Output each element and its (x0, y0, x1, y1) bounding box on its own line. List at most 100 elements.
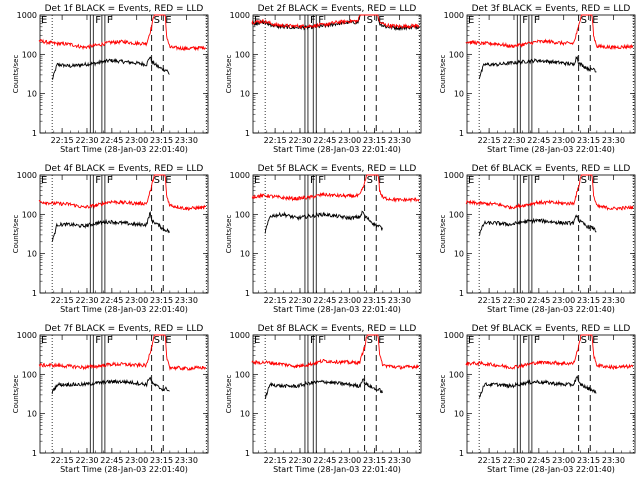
corner-marker-label: E (468, 175, 474, 186)
plot-frame (39, 14, 209, 134)
panel-title: Det 3f BLACK = Events, RED = LLD (472, 4, 631, 14)
x-tick-label: 23:30 (175, 136, 198, 145)
y-tick-label: 100 (22, 370, 37, 379)
events-series-line (478, 55, 597, 80)
events-series-line (51, 56, 170, 80)
x-tick-label: 23:00 (552, 136, 575, 145)
y-tick-label: 100 (22, 50, 37, 59)
detector-panel-9: Det 9f BLACK = Events, RED = LLD 1 10 100 10… (439, 324, 636, 474)
y-axis-label: Counts/sec (439, 215, 447, 254)
x-tick-label: 23:30 (388, 456, 411, 465)
x-tick-label: 23:00 (125, 456, 148, 465)
flag-marker-label: F (318, 175, 324, 186)
flag-marker-label: F (522, 175, 528, 186)
y-axis-label: Counts/sec (225, 375, 233, 414)
y-tick-label: 100 (235, 370, 250, 379)
lld-series-line (465, 334, 634, 371)
x-tick-label: 23:30 (602, 296, 625, 305)
corner-marker-label: E (468, 335, 474, 346)
x-tick-label: 23:15 (363, 136, 386, 145)
y-tick-label: 1 (245, 289, 250, 298)
corner-marker-label: E (41, 15, 47, 26)
y-tick-label: 100 (235, 50, 250, 59)
x-tick-label: 22:15 (51, 296, 74, 305)
detector-panel-4: Det 4f BLACK = Events, RED = LLD 1 10 100 10… (12, 164, 209, 314)
x-tick-label: 23:00 (125, 296, 148, 305)
start-marker-label: S (154, 15, 160, 26)
lld-series-line (251, 14, 420, 30)
y-tick-label: 1 (459, 289, 464, 298)
detector-panel-8: Det 8f BLACK = Events, RED = LLD 1 10 100 10… (225, 324, 422, 474)
y-tick-label: 100 (449, 370, 464, 379)
x-tick-label: 22:45 (313, 136, 336, 145)
y-tick-label: 1 (245, 449, 250, 458)
start-marker-label: S (367, 175, 373, 186)
corner-marker-label: E (254, 175, 260, 186)
x-tick-label: 23:15 (150, 456, 173, 465)
lld-series-line (465, 174, 634, 211)
y-tick-label: 10 (27, 410, 37, 419)
x-tick-label: 23:30 (175, 456, 198, 465)
panel-title: Det 9f BLACK = Events, RED = LLD (472, 324, 631, 334)
detector-panel-2: Det 2f BLACK = Events, RED = LLD 1 10 100 10… (225, 4, 422, 154)
x-axis-label: Start Time (28-Jan-03 22:01:40) (273, 145, 401, 154)
x-tick-label: 23:00 (338, 136, 361, 145)
end-marker-label: E (165, 175, 171, 186)
x-tick-label: 23:30 (388, 136, 411, 145)
x-tick-label: 23:15 (577, 296, 600, 305)
x-tick-label: 22:45 (313, 456, 336, 465)
x-tick-label: 23:30 (175, 296, 198, 305)
lld-series-line (38, 14, 207, 52)
flag-marker-label: F (95, 15, 101, 26)
plot-frame (466, 174, 636, 294)
lld-series-line (38, 174, 207, 211)
events-series-line (264, 378, 383, 400)
y-tick-label: 1 (459, 449, 464, 458)
end-marker-label: E (378, 15, 384, 26)
detector-panel-7: Det 7f BLACK = Events, RED = LLD 1 10 100 10… (12, 324, 209, 474)
x-tick-label: 23:15 (363, 456, 386, 465)
x-tick-label: 22:15 (264, 456, 287, 465)
flag-marker-label: F (107, 15, 113, 26)
y-tick-label: 100 (449, 50, 464, 59)
flag-marker-label: F (534, 15, 540, 26)
y-tick-label: 1 (459, 129, 464, 138)
y-tick-label: 10 (454, 410, 464, 419)
x-tick-label: 22:45 (100, 136, 123, 145)
flag-marker-label: F (318, 15, 324, 26)
y-tick-label: 1000 (230, 331, 250, 340)
start-marker-label: S (581, 335, 587, 346)
start-marker-label: S (581, 15, 587, 26)
x-axis-label: Start Time (28-Jan-03 22:01:40) (487, 465, 615, 474)
panel-title: Det 2f BLACK = Events, RED = LLD (258, 4, 417, 14)
end-marker-label: E (592, 15, 598, 26)
y-tick-label: 10 (27, 250, 37, 259)
x-tick-label: 23:00 (338, 456, 361, 465)
lld-series-line (251, 174, 420, 203)
x-tick-label: 22:45 (313, 296, 336, 305)
flag-marker-label: F (522, 15, 528, 26)
detector-panel-6: Det 6f BLACK = Events, RED = LLD 1 10 100 10… (439, 164, 636, 314)
flag-marker-label: F (534, 175, 540, 186)
x-tick-label: 22:30 (75, 136, 98, 145)
x-tick-label: 22:15 (51, 456, 74, 465)
y-tick-label: 1 (245, 129, 250, 138)
x-tick-label: 22:15 (478, 136, 501, 145)
x-tick-label: 22:30 (75, 296, 98, 305)
x-axis-label: Start Time (28-Jan-03 22:01:40) (487, 145, 615, 154)
y-tick-label: 1000 (230, 11, 250, 20)
plot-frame (39, 174, 209, 294)
detector-panel-1: Det 1f BLACK = Events, RED = LLD 1 10 100 10… (12, 4, 209, 154)
end-marker-label: E (592, 175, 598, 186)
plot-frame (252, 174, 422, 294)
y-tick-label: 100 (22, 210, 37, 219)
y-tick-label: 10 (240, 410, 250, 419)
x-tick-label: 23:15 (577, 456, 600, 465)
x-axis-label: Start Time (28-Jan-03 22:01:40) (273, 305, 401, 314)
x-tick-label: 23:30 (388, 296, 411, 305)
y-tick-label: 1 (32, 289, 37, 298)
x-tick-label: 22:45 (100, 456, 123, 465)
x-tick-label: 22:30 (502, 296, 525, 305)
events-series-line (478, 375, 597, 398)
